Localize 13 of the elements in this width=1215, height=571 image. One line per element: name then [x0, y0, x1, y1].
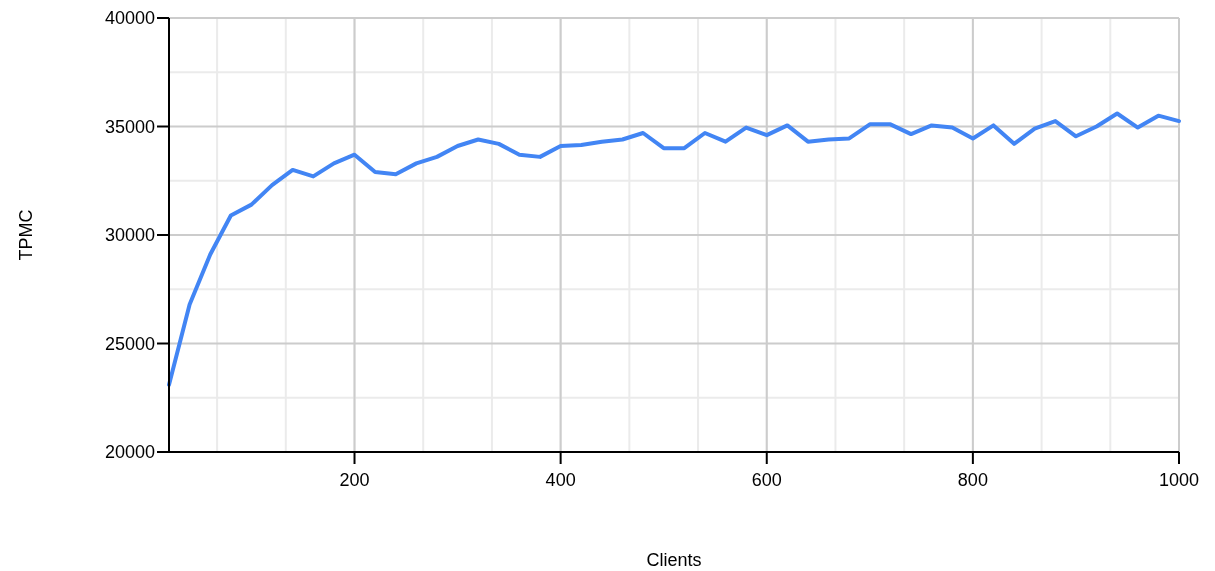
y-tick-label: 30000	[104, 225, 155, 246]
y-tick-label: 35000	[104, 116, 155, 137]
y-tick-label: 20000	[104, 442, 155, 463]
x-tick-label: 600	[751, 470, 782, 490]
y-axis-title: TPMC	[16, 209, 36, 261]
x-tick-label: 1000	[1158, 470, 1200, 490]
x-tick-label: 200	[339, 470, 370, 490]
x-axis-title: Clients	[646, 550, 702, 570]
y-tick-label: 25000	[104, 333, 155, 354]
y-tick-label: 40000	[104, 8, 155, 29]
x-tick-label: 800	[957, 470, 988, 490]
x-tick-label: 400	[545, 470, 576, 490]
line-series	[167, 111, 1181, 387]
